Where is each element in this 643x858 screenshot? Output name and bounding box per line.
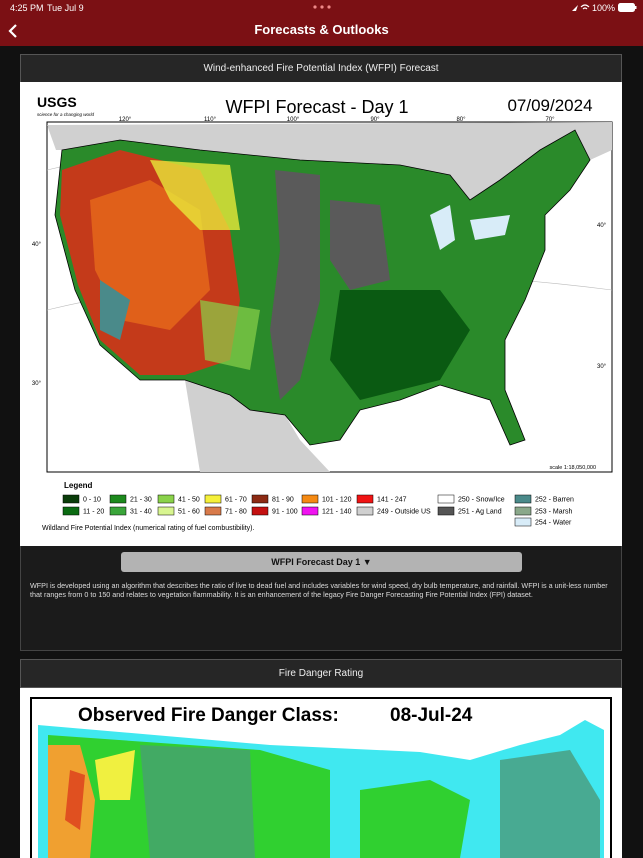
legend-swatch — [204, 506, 222, 516]
forecast-selector[interactable]: WFPI Forecast Day 1 ▼ — [121, 552, 522, 572]
map-date: 07/09/2024 — [507, 96, 592, 115]
legend-swatch — [62, 494, 80, 504]
legend-label: 252 - Barren — [535, 497, 574, 504]
legend-swatch — [437, 506, 455, 516]
battery-icon — [618, 3, 637, 12]
longitude-label: 100° — [287, 117, 300, 123]
legend-label: 61 - 70 — [225, 497, 247, 504]
wfpi-map-image[interactable]: USGS science for a changing world WFPI F… — [20, 82, 622, 546]
legend-swatch — [514, 506, 532, 516]
legend-label: 51 - 60 — [178, 509, 200, 516]
legend-swatch — [356, 494, 374, 504]
description: WFPI is developed using an algorithm tha… — [30, 581, 608, 599]
legend-swatch — [356, 506, 374, 516]
multitask-dots[interactable] — [312, 5, 332, 9]
longitude-label: 110° — [204, 117, 217, 123]
legend-swatch — [62, 506, 80, 516]
legend-title: Legend — [64, 481, 93, 490]
legend-swatch — [251, 506, 269, 516]
legend-swatch — [301, 494, 319, 504]
legend-label: 141 - 247 — [377, 497, 407, 504]
latitude-label: 40° — [597, 223, 607, 229]
latitude-label: 30° — [597, 364, 607, 370]
fire-map-title: Observed Fire Danger Class: — [78, 705, 339, 726]
longitude-label: 90° — [370, 117, 380, 123]
legend-label: 11 - 20 — [83, 509, 104, 516]
legend-swatch — [109, 494, 127, 504]
status-icons — [572, 4, 590, 11]
legend-label: 41 - 50 — [178, 497, 200, 504]
legend-label: 71 - 80 — [225, 509, 247, 516]
usgs-logo: USGS — [37, 94, 77, 110]
map-scale: scale 1:18,050,000 — [550, 465, 596, 471]
legend-label: 249 - Outside US — [377, 509, 431, 516]
card-header: Wind-enhanced Fire Potential Index (WFPI… — [20, 54, 622, 83]
card-header: Fire Danger Rating — [20, 659, 622, 688]
map-title: WFPI Forecast - Day 1 — [225, 97, 408, 117]
status-time: 4:25 PM — [10, 3, 44, 13]
legend-label: 31 - 40 — [130, 509, 152, 516]
legend-label: 81 - 90 — [272, 497, 294, 504]
status-date: Tue Jul 9 — [47, 3, 84, 13]
back-button[interactable] — [6, 22, 20, 40]
legend-label: 91 - 100 — [272, 509, 298, 516]
legend-label: 101 - 120 — [322, 497, 352, 504]
legend-label: 251 - Ag Land — [458, 509, 502, 516]
legend-swatch — [204, 494, 222, 504]
legend-swatch — [437, 494, 455, 504]
legend-swatch — [514, 494, 532, 504]
longitude-label: 70° — [545, 117, 555, 123]
legend-swatch — [157, 494, 175, 504]
status-battery: 100% — [592, 3, 616, 13]
nav-title: Forecasts & Outlooks — [254, 22, 389, 37]
legend-label: 21 - 30 — [130, 497, 152, 504]
latitude-label: 30° — [32, 381, 42, 387]
legend-label: 121 - 140 — [322, 509, 352, 516]
legend-label: 253 - Marsh — [535, 509, 572, 516]
latitude-label: 40° — [32, 242, 42, 248]
legend-swatch — [301, 506, 319, 516]
legend-swatch — [109, 506, 127, 516]
legend-footnote: Wildland Fire Potential Index (numerical… — [42, 525, 254, 532]
fire-map-date: 08-Jul-24 — [390, 705, 473, 726]
usgs-tagline: science for a changing world — [37, 112, 95, 117]
longitude-label: 80° — [456, 117, 466, 123]
legend-swatch — [157, 506, 175, 516]
top-bar: 4:25 PM Tue Jul 9 100% Forecasts & Outlo… — [0, 0, 643, 46]
legend-swatch — [251, 494, 269, 504]
longitude-label: 120° — [119, 117, 132, 123]
legend-swatch — [514, 517, 532, 527]
legend-label: 250 - Snow/Ice — [458, 497, 505, 504]
fire-danger-map-image[interactable]: Observed Fire Danger Class: 08-Jul-24 — [20, 688, 622, 858]
legend-label: 254 - Water — [535, 520, 572, 527]
legend-label: 0 - 10 — [83, 497, 101, 504]
